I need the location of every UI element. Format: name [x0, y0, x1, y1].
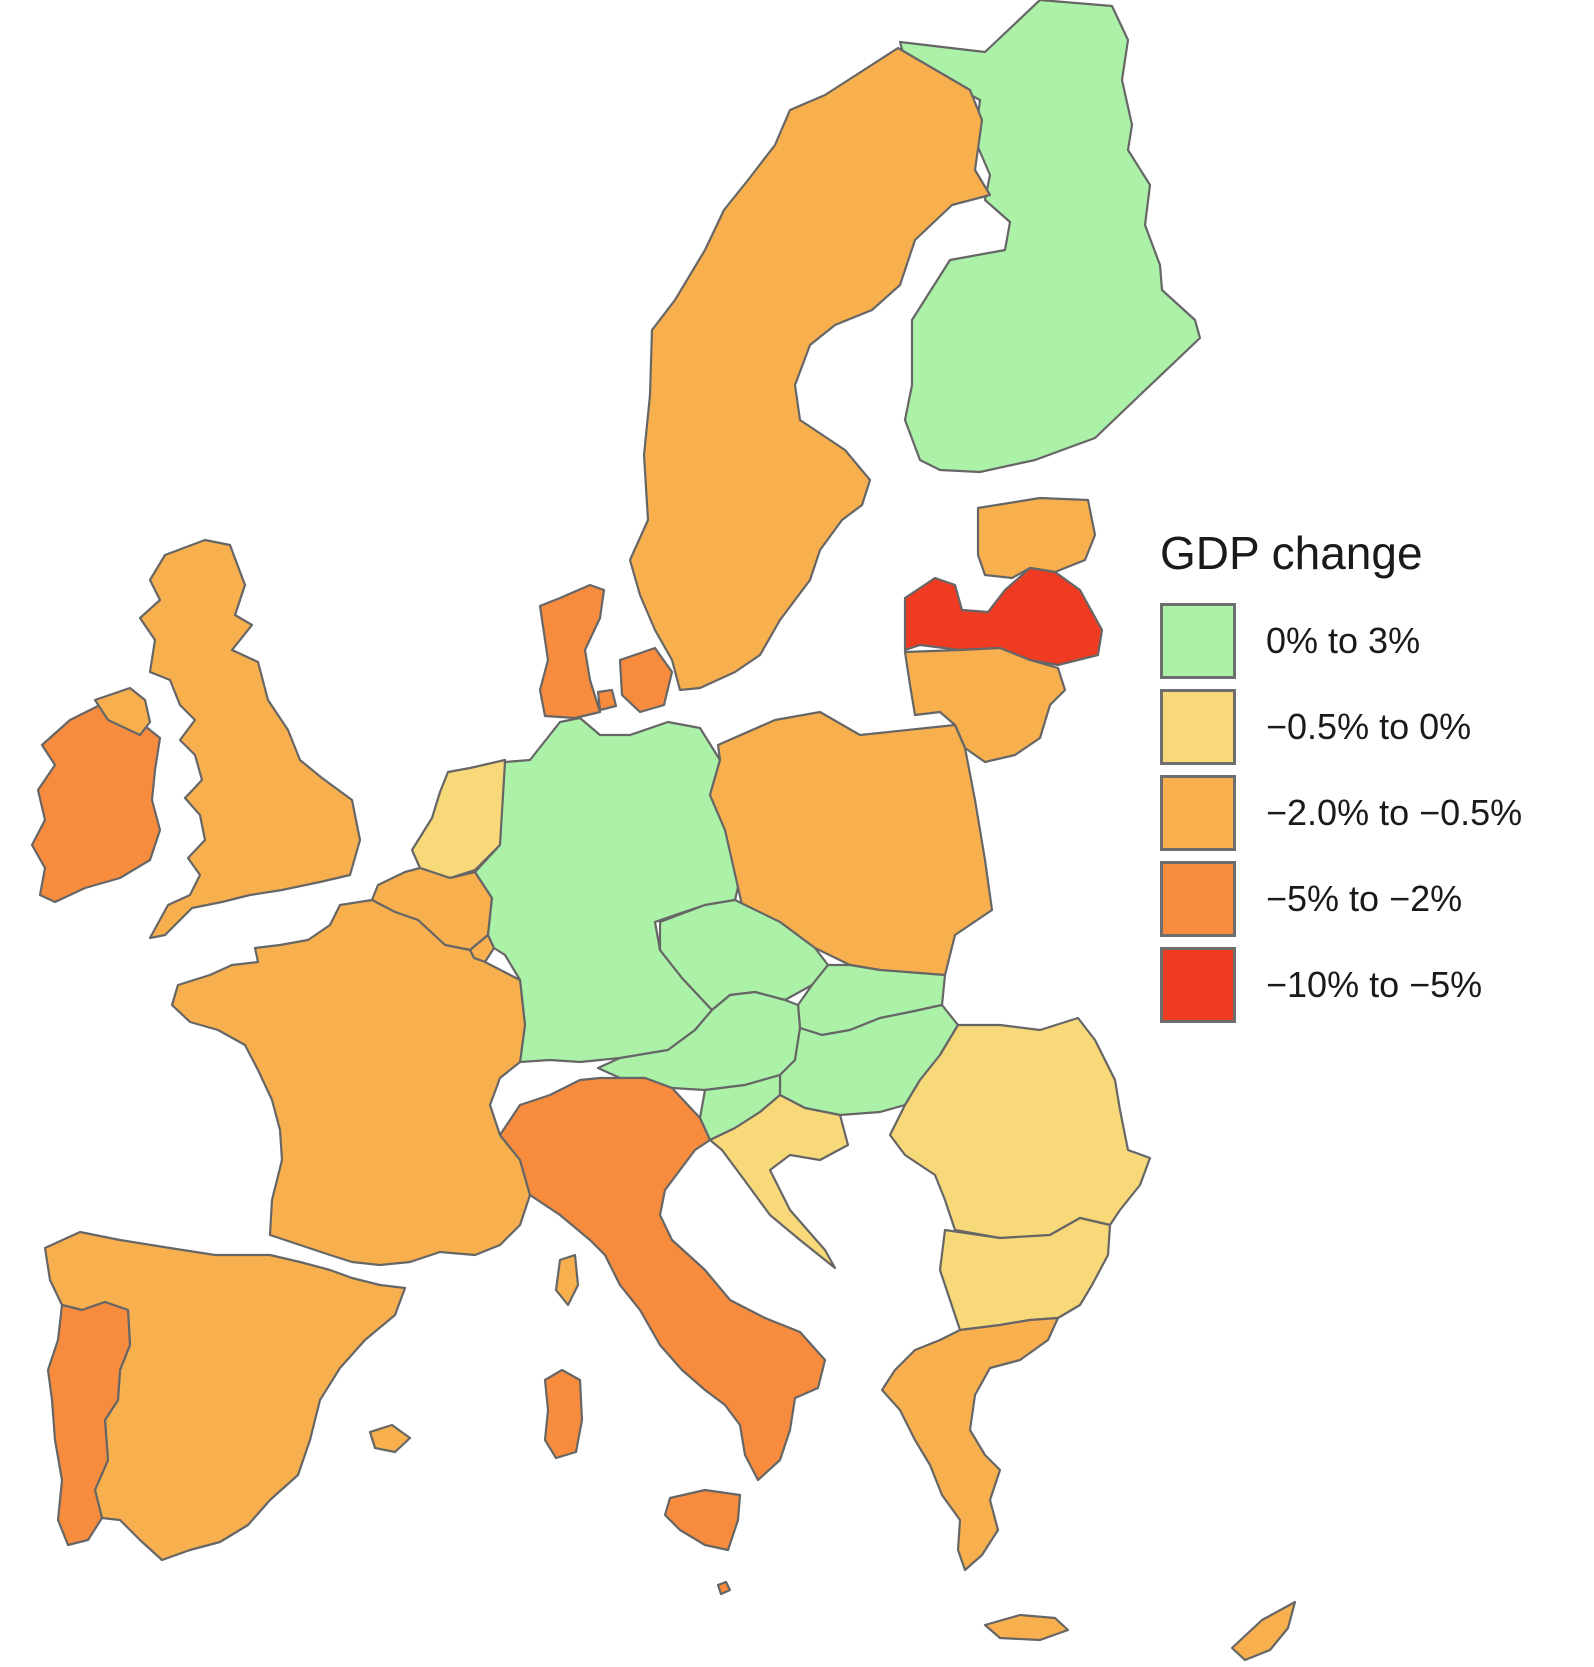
country-greece: [880, 1316, 1070, 1642]
legend-label: −2.0% to −0.5%: [1266, 792, 1523, 833]
country-estonia: [976, 496, 1097, 580]
legend-label: −5% to −2%: [1266, 878, 1463, 919]
country-lithuania: [903, 646, 1067, 764]
country-france: [170, 898, 580, 1307]
legend-swatch: [1160, 775, 1236, 851]
legend-item: −0.5% to 0%: [1160, 684, 1580, 770]
country-sweden: [628, 46, 992, 692]
legend: GDP change 0% to 3% −0.5% to 0% −2.0% to…: [1160, 530, 1580, 1028]
legend-label: −10% to −5%: [1266, 964, 1483, 1005]
country-italy: [498, 1076, 827, 1552]
country-bulgaria: [938, 1216, 1112, 1332]
legend-swatch: [1160, 861, 1236, 937]
legend-label: 0% to 3%: [1266, 620, 1421, 661]
country-poland: [708, 710, 994, 977]
country-finland: [898, 0, 1202, 474]
legend-label: −0.5% to 0%: [1266, 706, 1472, 747]
country-denmark: [538, 583, 674, 720]
legend-title: GDP change: [1160, 527, 1423, 579]
legend-item: −5% to −2%: [1160, 856, 1580, 942]
country-malta: [716, 1580, 732, 1596]
legend-item: 0% to 3%: [1160, 598, 1580, 684]
legend-swatch: [1160, 603, 1236, 679]
country-portugal: [46, 1300, 132, 1547]
legend-swatch: [1160, 947, 1236, 1023]
legend-swatch: [1160, 689, 1236, 765]
legend-item: −2.0% to −0.5%: [1160, 770, 1580, 856]
country-cyprus: [1230, 1600, 1297, 1662]
country-united-kingdom: [93, 538, 362, 940]
legend-item: −10% to −5%: [1160, 942, 1580, 1028]
country-czechia: [658, 898, 830, 1012]
country-croatia: [708, 1093, 850, 1270]
